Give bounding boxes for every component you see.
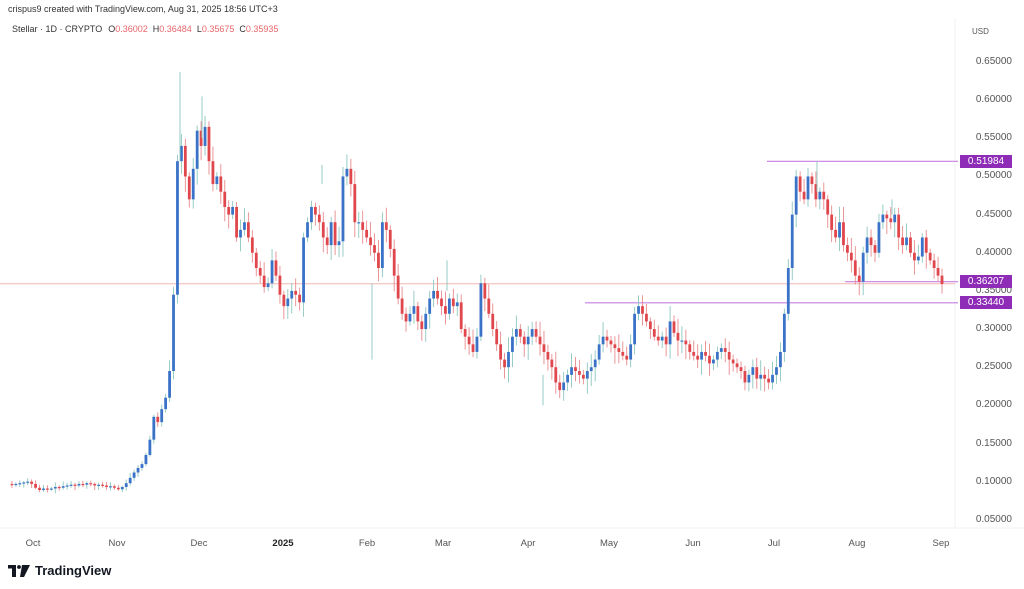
price-level-tag: 0.51984	[960, 154, 1012, 168]
time-tick: Feb	[358, 538, 376, 549]
ohlc-values: O0.36002 H0.36484 L0.35675 C0.35935	[108, 24, 278, 34]
high-value: 0.36484	[159, 24, 192, 34]
chart-attribution: crispus9 created with TradingView.com, A…	[8, 4, 278, 14]
tradingview-logo[interactable]: TradingView	[8, 563, 111, 578]
close-key: C	[239, 24, 246, 34]
time-tick: Aug	[848, 538, 866, 549]
time-tick: May	[600, 538, 618, 549]
symbol-legend: Stellar · 1D · CRYPTO O0.36002 H0.36484 …	[12, 24, 278, 34]
price-level-tag: 0.36207	[960, 275, 1012, 289]
time-tick: Oct	[25, 538, 41, 549]
open-value: 0.36002	[115, 24, 148, 34]
price-tick: 0.40000	[975, 246, 1012, 258]
time-tick: Dec	[190, 538, 208, 549]
price-tick: 0.60000	[975, 94, 1012, 106]
time-tick: 2025	[272, 538, 294, 549]
price-tick: 0.50000	[975, 170, 1012, 182]
time-tick: Mar	[434, 538, 452, 549]
tradingview-logo-icon	[8, 564, 30, 577]
time-tick: Jun	[685, 538, 701, 549]
time-tick: Nov	[108, 538, 126, 549]
price-level-tag: 0.33440	[960, 296, 1012, 310]
brand-name: TradingView	[35, 563, 112, 578]
symbol-name[interactable]: Stellar · 1D · CRYPTO	[12, 24, 103, 34]
price-tick: 0.20000	[975, 399, 1012, 411]
time-tick: Jul	[767, 538, 781, 549]
price-tick: 0.55000	[975, 132, 1012, 144]
price-tick: 0.15000	[975, 437, 1012, 449]
price-tick: 0.45000	[975, 208, 1012, 220]
time-tick: Sep	[932, 538, 950, 549]
price-tick: 0.25000	[975, 361, 1012, 373]
low-value: 0.35675	[201, 24, 235, 34]
close-value: 0.35935	[245, 24, 279, 34]
price-tick: 0.65000	[975, 56, 1012, 67]
low-key: L	[196, 24, 202, 34]
candlestick-series	[10, 71, 944, 494]
high-key: H	[152, 24, 160, 34]
horizontal-lines	[0, 160, 958, 304]
open-key: O	[108, 24, 116, 34]
price-tick: 0.10000	[975, 475, 1012, 487]
price-tick: 0.05000	[975, 513, 1012, 525]
currency-label: USD	[972, 27, 989, 36]
time-tick: Apr	[520, 538, 536, 549]
price-tick: 0.30000	[975, 323, 1012, 335]
price-tick: 0.35000	[975, 284, 1012, 296]
